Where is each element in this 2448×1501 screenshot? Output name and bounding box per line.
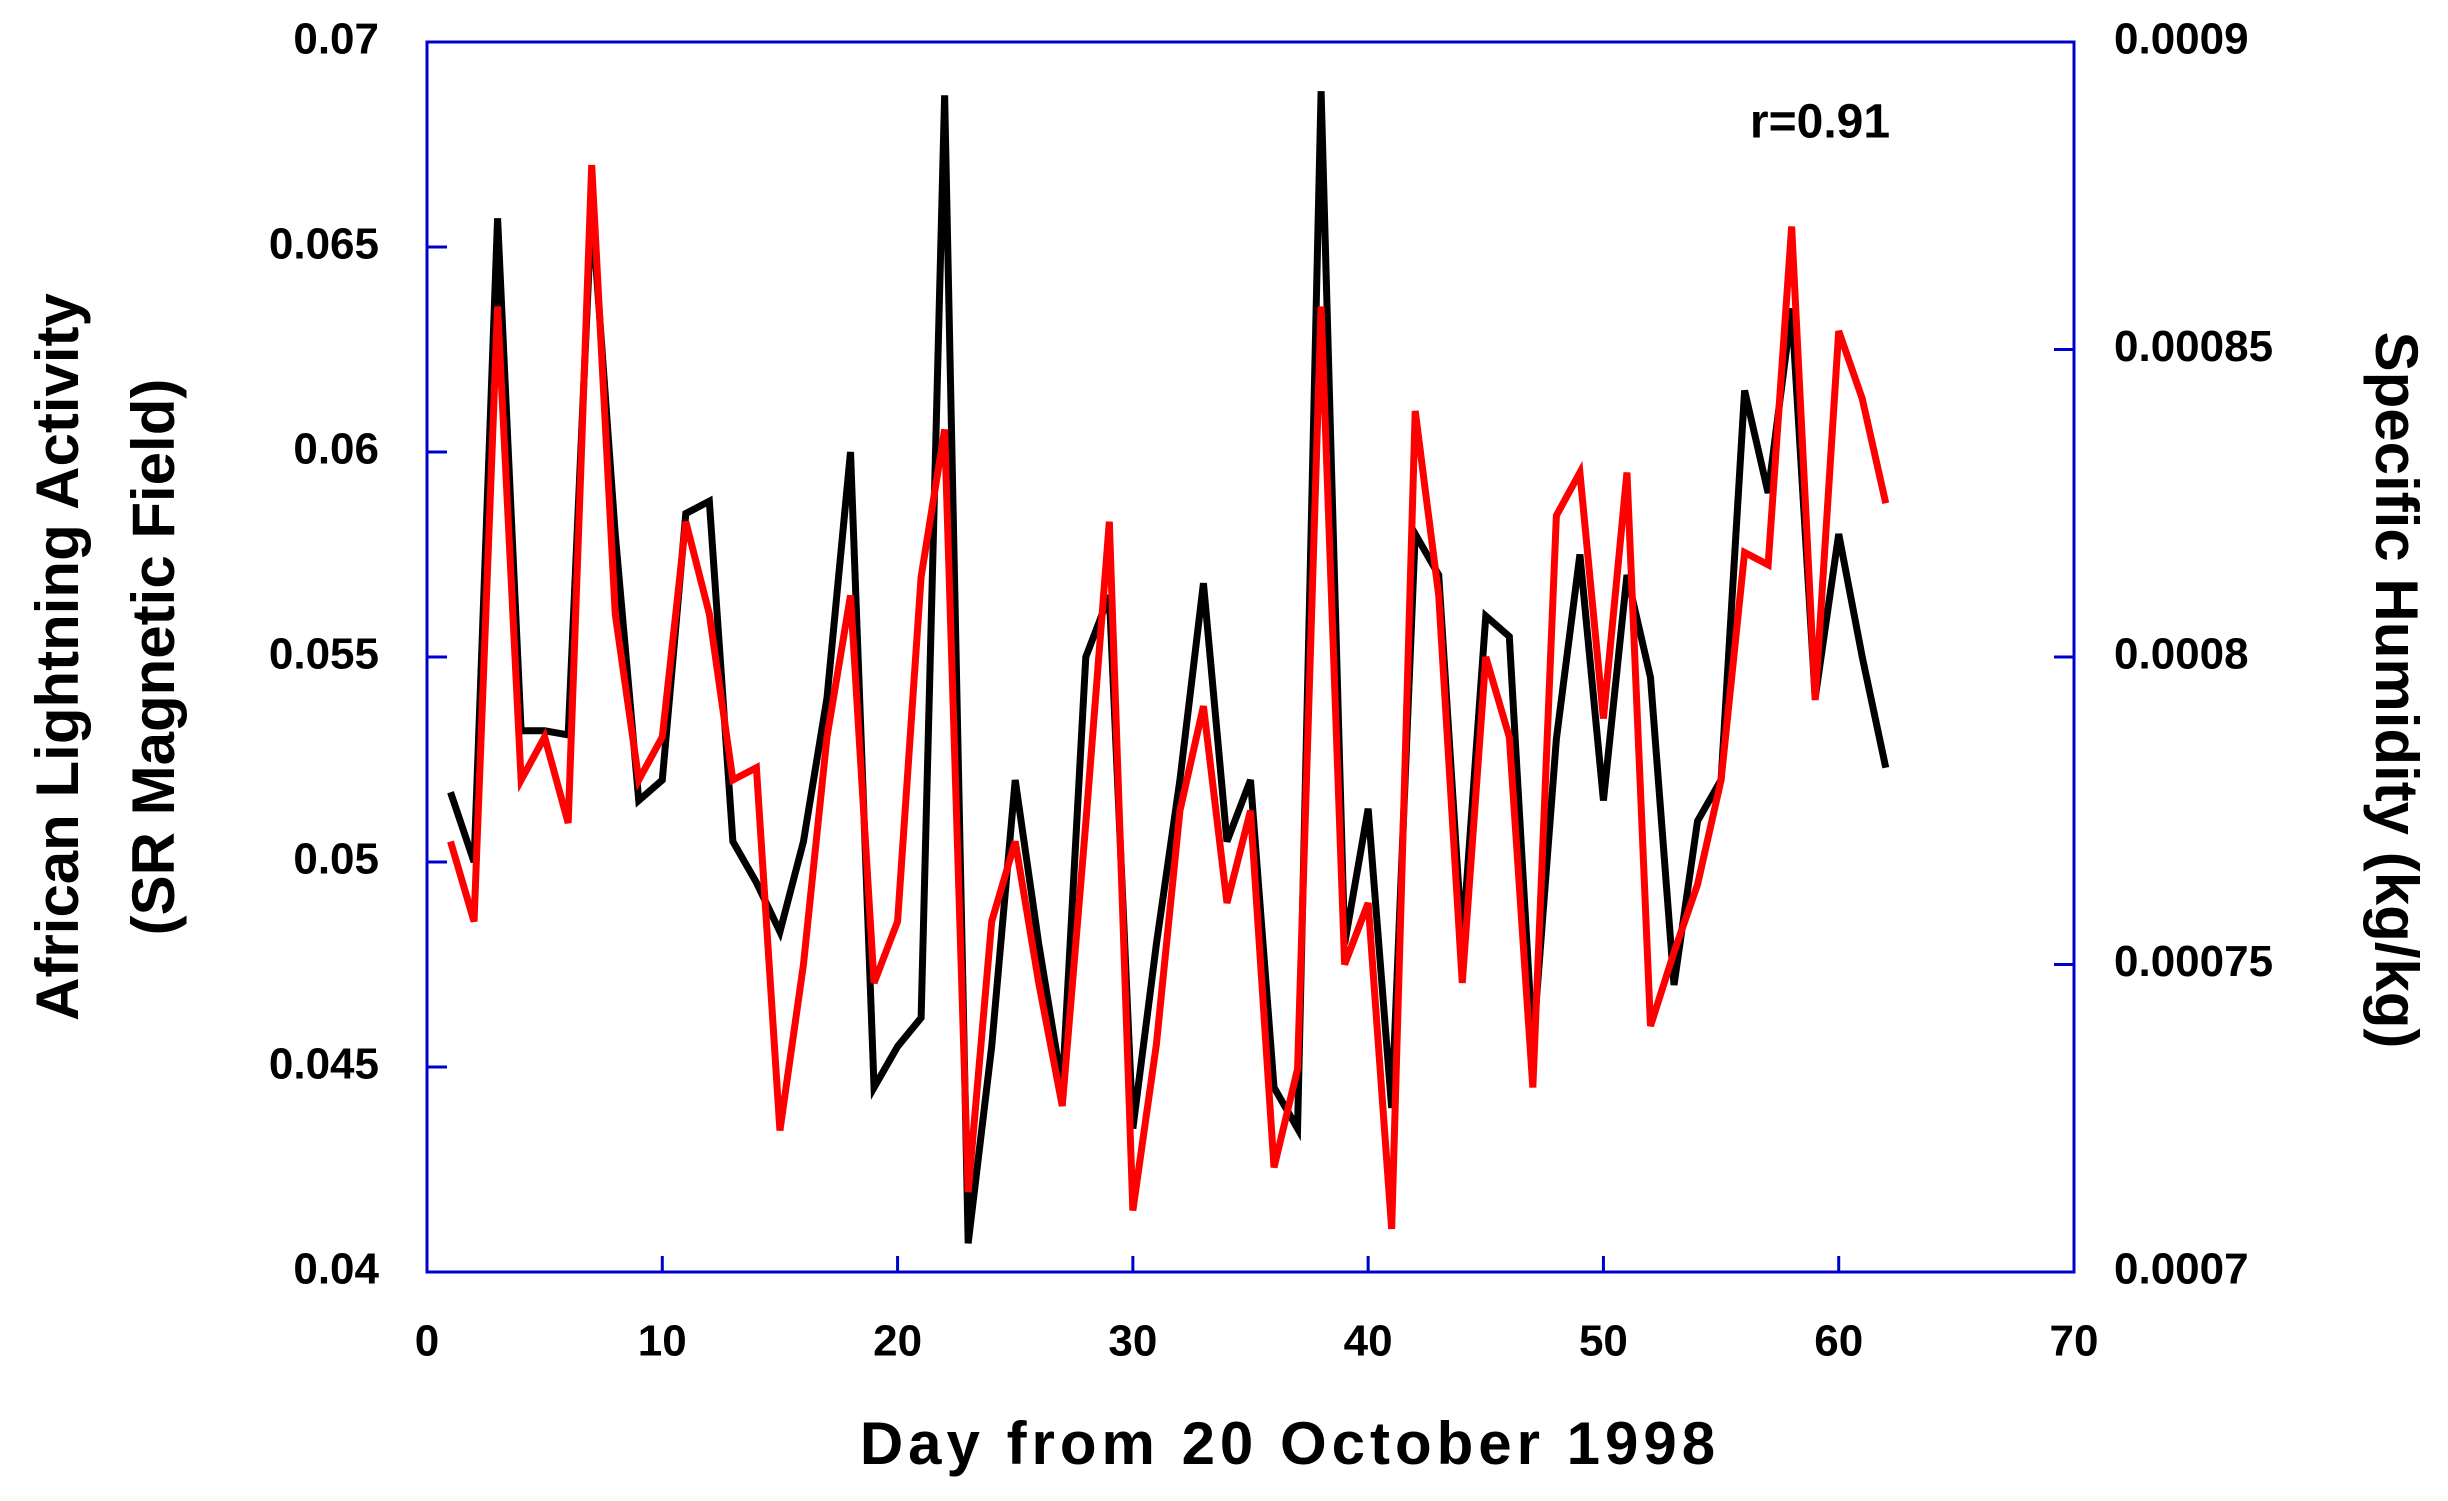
y2-tick-label: 0.0008 bbox=[2114, 630, 2249, 679]
y2-tick-label: 0.00075 bbox=[2114, 937, 2273, 986]
x-tick-label: 40 bbox=[1344, 1317, 1393, 1366]
annotation: r=0.91 bbox=[1750, 96, 1890, 149]
y2-axis-title: Specific Humidity (kg/kg) bbox=[2363, 332, 2430, 1049]
y-tick-label: 0.06 bbox=[293, 425, 379, 474]
x-tick-label: 70 bbox=[2050, 1317, 2099, 1366]
y2-tick-label: 0.0007 bbox=[2114, 1245, 2249, 1294]
y2-tick-label: 0.00085 bbox=[2114, 322, 2273, 371]
data-line bbox=[447, 164, 1890, 1230]
y-tick-label: 0.045 bbox=[269, 1040, 379, 1089]
x-tick-label: 0 bbox=[415, 1317, 439, 1366]
x-tick-label: 10 bbox=[638, 1317, 687, 1366]
y-axis-title: African Lightning Activity bbox=[24, 292, 91, 1020]
x-axis-title: Day from 20 October 1998 bbox=[860, 1410, 1720, 1477]
y-tick-label: 0.05 bbox=[293, 835, 379, 884]
y-tick-label: 0.07 bbox=[293, 15, 379, 64]
x-tick-label: 20 bbox=[873, 1317, 922, 1366]
x-tick-label: 50 bbox=[1579, 1317, 1628, 1366]
y-tick-label: 0.04 bbox=[293, 1245, 379, 1294]
y2-tick-label: 0.0009 bbox=[2114, 15, 2249, 64]
y-axis-title: (SR Magnetic Field) bbox=[120, 379, 187, 936]
y-tick-label: 0.065 bbox=[269, 220, 379, 269]
data-line bbox=[447, 91, 1890, 1244]
x-tick-label: 30 bbox=[1108, 1317, 1157, 1366]
y-tick-label: 0.055 bbox=[269, 630, 379, 679]
x-tick-label: 60 bbox=[1814, 1317, 1863, 1366]
